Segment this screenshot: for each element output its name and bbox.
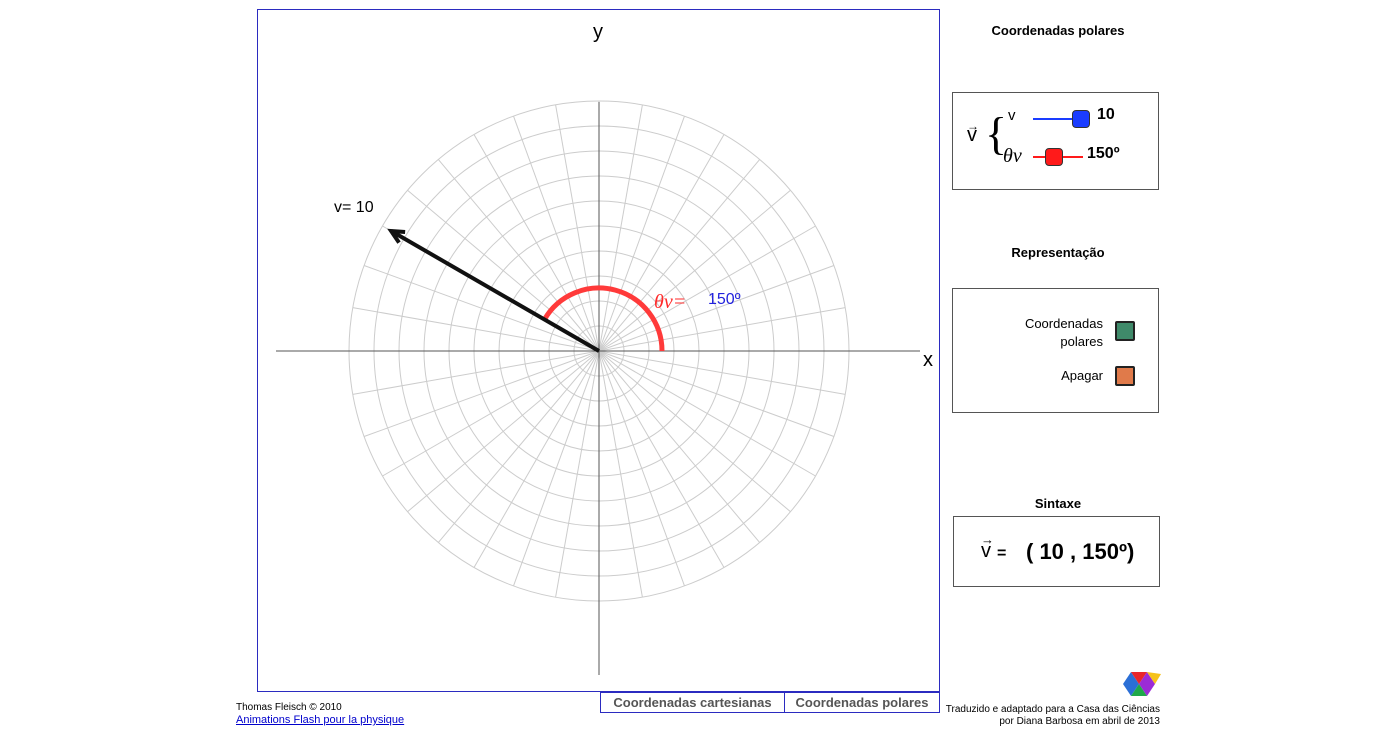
grid-spoke: [513, 115, 600, 352]
magnitude-slider-handle[interactable]: [1072, 110, 1090, 128]
grid-spoke: [598, 225, 816, 352]
grid-spoke: [598, 350, 791, 513]
theta-label: θv: [1003, 145, 1022, 167]
magnitude-slider-track[interactable]: [1033, 118, 1081, 120]
grid-spoke: [513, 350, 600, 587]
tab-polar-coordinates[interactable]: Coordenadas polares: [785, 692, 940, 713]
grid-spoke: [598, 189, 791, 352]
vector-magnitude-label: v= 10: [334, 199, 374, 216]
vector-arrowhead: [387, 228, 406, 244]
grid-spoke: [598, 307, 846, 352]
polar-coordinates-panel: v → { v θv 10 150º: [952, 92, 1159, 190]
polar-panel-title: Coordenadas polares: [991, 23, 1125, 38]
clear-button[interactable]: [1115, 366, 1135, 386]
grid-spoke: [598, 350, 816, 477]
syntax-panel: v → = ( 10 , 150º): [953, 516, 1160, 587]
grid-spoke: [382, 350, 600, 477]
grid-spoke: [598, 350, 725, 568]
casa-das-ciencias-logo: [1123, 672, 1161, 696]
vector-symbol: v: [967, 124, 977, 146]
vector-arrow: [387, 228, 600, 353]
representation-title: Representação: [1011, 245, 1105, 260]
grid-spoke: [598, 350, 643, 598]
brace-icon: {: [985, 108, 1008, 159]
grid-spoke: [598, 350, 761, 543]
grid-spoke: [598, 134, 725, 352]
grid-spoke: [598, 265, 835, 352]
vector-line[interactable]: [390, 229, 600, 353]
magnitude-value: 10: [1097, 106, 1115, 123]
syntax-vector-symbol: v: [981, 540, 991, 562]
grid-spoke: [363, 265, 600, 352]
y-axis-label: y: [593, 21, 603, 43]
grid-spoke: [407, 189, 600, 352]
show-polar-button[interactable]: [1115, 321, 1135, 341]
grid-spoke: [598, 159, 761, 352]
clear-option-label: Apagar: [1061, 368, 1103, 383]
grid-spoke: [555, 104, 600, 352]
angle-slider-handle[interactable]: [1045, 148, 1063, 166]
angle-arc-path: [542, 285, 665, 352]
x-axis-label: x: [923, 349, 933, 371]
polar-option-label: Coordenadas polares: [1025, 315, 1103, 351]
angle-value-readout: 150º: [1087, 145, 1120, 162]
magnitude-label: v: [1008, 107, 1016, 124]
author-credit: Thomas Fleisch © 2010: [236, 702, 342, 713]
syntax-vector-arrow-icon: →: [981, 532, 994, 547]
syntax-expression: ( 10 , 150º): [1026, 539, 1135, 564]
grid-spoke: [437, 159, 600, 352]
grid-spoke: [437, 350, 600, 543]
angle-value: 150º: [708, 291, 741, 308]
credit-line1: Traduzido e adaptado para a Casa das Ciê…: [945, 704, 1160, 715]
polar-plot[interactable]: x y v= 10 θv= 150º: [258, 10, 941, 693]
angle-label: θv=: [654, 291, 686, 313]
grid-spoke: [352, 307, 600, 352]
vector-arrow-icon: →: [967, 119, 979, 133]
grid-spoke: [363, 350, 600, 437]
tab-cartesian-coordinates[interactable]: Coordenadas cartesianas: [600, 692, 785, 713]
syntax-equals: =: [997, 545, 1007, 562]
grid-spoke: [555, 350, 600, 598]
animations-link[interactable]: Animations Flash pour la physique: [236, 714, 405, 726]
grid-spoke: [473, 134, 600, 352]
polar-option-line2: polares: [1060, 334, 1103, 349]
grid-spoke: [598, 115, 685, 352]
syntax-title: Sintaxe: [1034, 496, 1082, 511]
polar-plot-frame: x y v= 10 θv= 150º: [257, 9, 940, 692]
credit-line2: por Diana Barbosa em abril de 2013: [999, 716, 1160, 727]
grid-spoke: [473, 350, 600, 568]
polar-option-line1: Coordenadas: [1024, 316, 1103, 331]
grid-spoke: [407, 350, 600, 513]
representation-panel: Coordenadas polares Apagar: [952, 288, 1159, 413]
grid-spoke: [598, 350, 685, 587]
grid-spoke: [598, 350, 846, 395]
translation-credit: Traduzido e adaptado para a Casa das Ciê…: [946, 704, 1160, 728]
angle-arc: [542, 285, 665, 352]
grid-spoke: [598, 104, 643, 352]
grid-spoke: [598, 350, 835, 437]
grid-spoke: [352, 350, 600, 395]
